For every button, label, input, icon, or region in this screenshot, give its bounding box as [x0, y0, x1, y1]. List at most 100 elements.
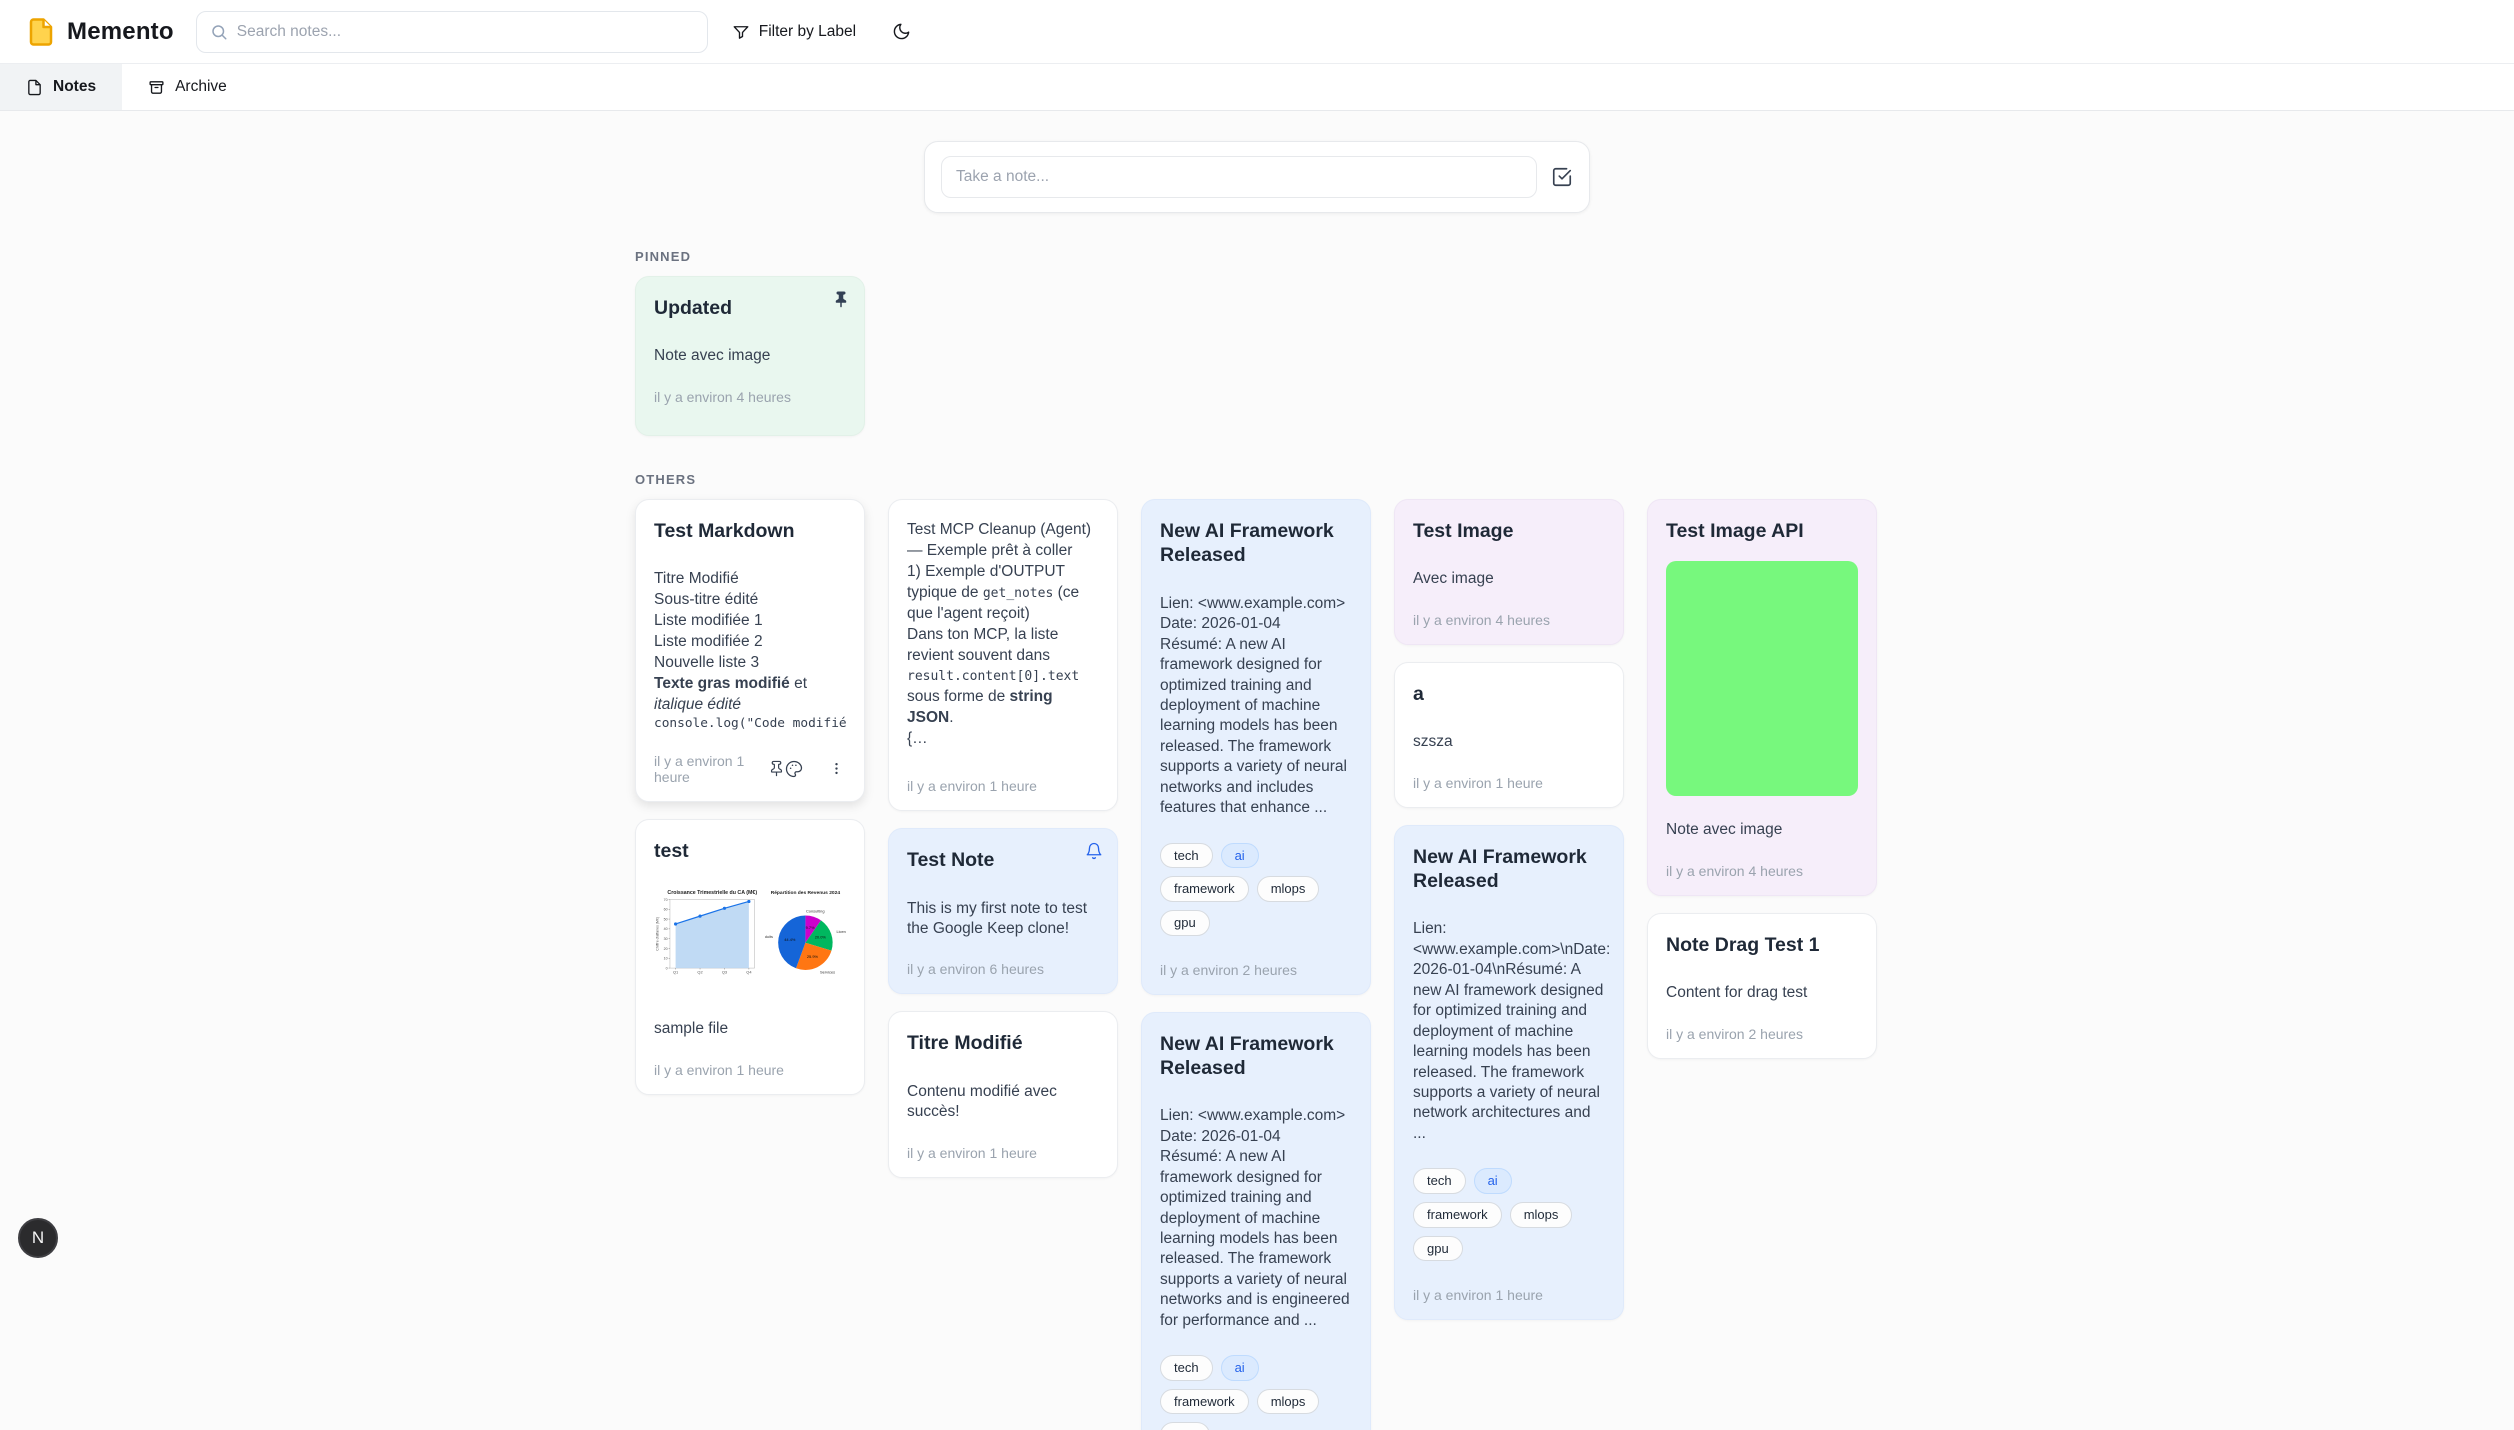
color-palette-button[interactable] [785, 760, 803, 778]
mcp-paragraph-4: {… [907, 730, 928, 748]
new-checklist-button[interactable] [1551, 166, 1573, 188]
svg-text:30: 30 [664, 937, 668, 941]
unpin-button[interactable] [832, 290, 850, 308]
tag-chip-ai: ai [1473, 1168, 1512, 1194]
svg-text:20: 20 [664, 947, 668, 951]
tab-bar: Notes Archive [0, 63, 2514, 111]
note-composer [924, 141, 1590, 213]
others-section-label: OTHERS [635, 472, 697, 487]
tag-list: tech ai framework mlops gpu [1160, 842, 1352, 936]
grid-column-4: Test Image Avec image il y a environ 4 h… [1394, 499, 1624, 1321]
note-footer: il y a environ 1 heure [654, 753, 846, 785]
md-line: Sous-titre édité [654, 591, 759, 609]
note-card-test-chart[interactable]: test Croissance Trimestrielle du CA (M€)… [635, 818, 865, 1095]
note-body: Titre Modifié Sous-titre édité Liste mod… [654, 569, 846, 732]
note-title: Test Image API [1666, 520, 1804, 542]
note-timestamp: il y a environ 1 heure [907, 778, 1037, 795]
grid-column-2: Test MCP Cleanup (Agent) — Exemple prêt … [888, 499, 1118, 1178]
note-card-titre-modifie[interactable]: Titre Modifié Contenu modifié avec succè… [888, 1011, 1118, 1178]
dark-mode-toggle[interactable] [892, 22, 911, 41]
note-title: Test Note [907, 849, 995, 872]
svg-text:10: 10 [664, 957, 668, 961]
svg-text:44.4%: 44.4% [784, 937, 796, 942]
note-body: sample file [654, 1020, 729, 1038]
take-a-note-input[interactable] [941, 156, 1537, 198]
md-line: Titre Modifié [654, 570, 739, 588]
tag-chip: mlops [1509, 1201, 1573, 1228]
note-timestamp: il y a environ 1 heure [1413, 774, 1543, 791]
grid-column-3: New AI Framework Released Lien: <www.exa… [1141, 499, 1371, 1430]
note-card-test-markdown[interactable]: Test Markdown Titre Modifié Sous-titre é… [635, 499, 865, 802]
dev-tools-floating-button[interactable]: N [18, 1218, 58, 1258]
search-input[interactable] [236, 22, 694, 41]
note-body: Content for drag test [1666, 984, 1808, 1002]
note-body: Avec image [1413, 570, 1494, 588]
svg-text:Q3: Q3 [722, 970, 728, 975]
area-chart: Croissance Trimestrielle du CA (M€) 0 10 20… [654, 886, 760, 990]
note-timestamp: il y a environ 2 heures [1666, 1025, 1803, 1042]
tag-chip: gpu [1160, 1422, 1210, 1430]
archive-icon [148, 79, 165, 96]
note-card-test-image-api[interactable]: Test Image API Note avec image il y a en… [1647, 499, 1877, 896]
search-icon [210, 23, 228, 41]
svg-text:60: 60 [664, 908, 668, 912]
svg-text:25.9%: 25.9% [807, 954, 819, 959]
note-body: Lien: <www.example.com> Date: 2026-01-04… [1160, 594, 1347, 817]
svg-text:Services: Services [820, 969, 835, 974]
note-timestamp: il y a environ 4 heures [654, 388, 791, 405]
svg-text:Q2: Q2 [697, 970, 702, 975]
pin-button[interactable] [768, 760, 785, 777]
filter-by-label-button[interactable]: Filter by Label [732, 23, 856, 41]
svg-text:Q4: Q4 [746, 970, 752, 975]
svg-text:Q1: Q1 [673, 970, 678, 975]
pin-filled-icon [832, 290, 850, 308]
note-body: szsza [1413, 733, 1453, 751]
svg-text:0: 0 [666, 966, 668, 970]
more-options-button[interactable] [829, 761, 844, 776]
svg-text:Répartition des Revenus 2024: Répartition des Revenus 2024 [771, 890, 841, 896]
note-card-test-note[interactable]: Test Note This is my first note to test … [888, 828, 1118, 995]
mcp-paragraph-3: Dans ton MCP, la liste revient souvent d… [907, 625, 1080, 727]
svg-text:70: 70 [664, 898, 668, 902]
svg-text:50: 50 [664, 917, 668, 921]
note-card-ai-3[interactable]: New AI Framework Released Lien: <www.exa… [1394, 824, 1624, 1321]
tab-notes[interactable]: Notes [0, 64, 123, 110]
tag-chip: gpu [1160, 909, 1210, 936]
note-title: Titre Modifié [907, 1032, 1023, 1055]
note-card-test-mcp[interactable]: Test MCP Cleanup (Agent) — Exemple prêt … [888, 499, 1118, 812]
note-timestamp: il y a environ 1 heure [1413, 1287, 1543, 1304]
note-title: Test Markdown [654, 520, 795, 542]
note-timestamp: il y a environ 4 heures [1413, 611, 1550, 628]
note-body: Lien: <www.example.com> Date: 2026-01-04… [1160, 1107, 1350, 1329]
note-title: test [654, 839, 689, 862]
note-body: Test MCP Cleanup (Agent) — Exemple prêt … [907, 520, 1099, 750]
note-title: a [1413, 682, 1424, 705]
funnel-icon [732, 23, 750, 41]
reminder-button[interactable] [1085, 842, 1103, 860]
tag-chip: mlops [1256, 1388, 1320, 1415]
tag-chip: tech [1413, 1168, 1466, 1194]
pie-chart: Répartition des Revenus 2024 9.7% Consulti… [765, 886, 846, 990]
note-timestamp: il y a environ 1 heure [654, 1061, 784, 1078]
note-title: Note Drag Test 1 [1666, 933, 1820, 956]
bell-icon [1085, 842, 1103, 860]
tag-chip: mlops [1256, 876, 1320, 902]
note-body: This is my first note to test the Google… [907, 899, 1088, 937]
tab-archive[interactable]: Archive [122, 64, 253, 110]
tag-chip: tech [1160, 842, 1213, 869]
note-card-ai-1[interactable]: New AI Framework Released Lien: <www.exa… [1141, 499, 1371, 995]
note-timestamp: il y a environ 4 heures [1666, 862, 1803, 879]
svg-text:40: 40 [664, 927, 668, 931]
note-card-a[interactable]: a szsza il y a environ 1 heure [1394, 661, 1624, 808]
tag-chip: gpu [1413, 1235, 1463, 1262]
grid-column-5: Test Image API Note avec image il y a en… [1647, 499, 1877, 1059]
note-body: Contenu modifié avec succès! [907, 1082, 1057, 1121]
note-card-updated[interactable]: Updated Note avec image il y a environ 4… [635, 276, 865, 436]
search-box[interactable] [195, 10, 708, 53]
md-line-rich: Texte gras modifié et italique édité [654, 674, 808, 713]
note-card-test-image[interactable]: Test Image Avec image il y a environ 4 h… [1394, 499, 1624, 645]
note-card-note-drag[interactable]: Note Drag Test 1 Content for drag test i… [1647, 912, 1877, 1059]
mcp-paragraph-1: Test MCP Cleanup (Agent) — Exemple prêt … [907, 521, 1092, 559]
note-card-ai-2[interactable]: New AI Framework Released Lien: <www.exa… [1141, 1011, 1371, 1430]
moon-icon [892, 22, 911, 41]
